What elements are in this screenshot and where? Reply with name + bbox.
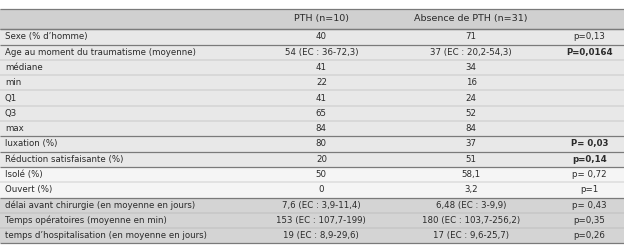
Text: luxation (%): luxation (%) <box>5 139 57 148</box>
Text: p= 0,72: p= 0,72 <box>572 170 607 179</box>
Bar <box>0 167 624 182</box>
Text: min: min <box>5 78 21 87</box>
Text: 41: 41 <box>316 93 327 103</box>
Text: 80: 80 <box>316 139 327 148</box>
Text: p=1: p=1 <box>580 185 599 194</box>
Bar <box>0 90 624 106</box>
Bar <box>0 75 624 90</box>
Text: Absence de PTH (n=31): Absence de PTH (n=31) <box>414 14 528 23</box>
Text: max: max <box>5 124 24 133</box>
Bar <box>0 45 624 60</box>
Text: 40: 40 <box>316 33 327 41</box>
Text: 37 (EC : 20,2-54,3): 37 (EC : 20,2-54,3) <box>431 48 512 57</box>
Text: p=0,35: p=0,35 <box>573 216 606 225</box>
Bar <box>0 198 624 213</box>
Text: Réduction satisfaisante (%): Réduction satisfaisante (%) <box>5 155 124 164</box>
Text: p= 0,43: p= 0,43 <box>572 201 607 210</box>
Text: 3,2: 3,2 <box>464 185 478 194</box>
Text: p=0,14: p=0,14 <box>572 155 607 164</box>
Text: 34: 34 <box>466 63 477 72</box>
Bar <box>0 182 624 198</box>
Bar <box>0 152 624 167</box>
Text: 84: 84 <box>466 124 477 133</box>
Text: 65: 65 <box>316 109 327 118</box>
Bar <box>0 228 624 243</box>
Text: Age au moment du traumatisme (moyenne): Age au moment du traumatisme (moyenne) <box>5 48 196 57</box>
Text: 54 (EC : 36-72,3): 54 (EC : 36-72,3) <box>285 48 358 57</box>
Bar <box>0 136 624 152</box>
Text: 58,1: 58,1 <box>462 170 480 179</box>
Text: 6,48 (EC : 3-9,9): 6,48 (EC : 3-9,9) <box>436 201 506 210</box>
Text: P=0,0164: P=0,0164 <box>567 48 613 57</box>
Text: délai avant chirurgie (en moyenne en jours): délai avant chirurgie (en moyenne en jou… <box>5 200 195 210</box>
Text: p=0,26: p=0,26 <box>573 231 606 240</box>
Text: 71: 71 <box>466 33 477 41</box>
Text: 20: 20 <box>316 155 327 164</box>
Text: 180 (EC : 103,7-256,2): 180 (EC : 103,7-256,2) <box>422 216 520 225</box>
Text: p=0,13: p=0,13 <box>573 33 606 41</box>
Text: 24: 24 <box>466 93 477 103</box>
Text: Temps opératoires (moyenne en min): Temps opératoires (moyenne en min) <box>5 216 167 225</box>
Text: 16: 16 <box>466 78 477 87</box>
Bar <box>0 213 624 228</box>
Text: temps d’hospitalisation (en moyenne en jours): temps d’hospitalisation (en moyenne en j… <box>5 231 207 240</box>
Text: P= 0,03: P= 0,03 <box>571 139 608 148</box>
Text: Ouvert (%): Ouvert (%) <box>5 185 52 194</box>
Text: 17 (EC : 9,6-25,7): 17 (EC : 9,6-25,7) <box>433 231 509 240</box>
Text: 41: 41 <box>316 63 327 72</box>
Text: Sexe (% d’homme): Sexe (% d’homme) <box>5 33 87 41</box>
Text: Q3: Q3 <box>5 109 17 118</box>
Bar <box>0 60 624 75</box>
Text: 7,6 (EC : 3,9-11,4): 7,6 (EC : 3,9-11,4) <box>282 201 361 210</box>
Bar <box>0 9 624 29</box>
Bar <box>0 121 624 136</box>
Text: 37: 37 <box>466 139 477 148</box>
Text: 22: 22 <box>316 78 327 87</box>
Text: 52: 52 <box>466 109 477 118</box>
Text: 84: 84 <box>316 124 327 133</box>
Text: PTH (n=10): PTH (n=10) <box>294 14 349 23</box>
Text: Q1: Q1 <box>5 93 17 103</box>
Text: médiane: médiane <box>5 63 42 72</box>
Text: Isolé (%): Isolé (%) <box>5 170 42 179</box>
Text: 153 (EC : 107,7-199): 153 (EC : 107,7-199) <box>276 216 366 225</box>
Text: 51: 51 <box>466 155 477 164</box>
Text: 50: 50 <box>316 170 327 179</box>
Text: 19 (EC : 8,9-29,6): 19 (EC : 8,9-29,6) <box>283 231 359 240</box>
Bar <box>0 106 624 121</box>
Text: 0: 0 <box>319 185 324 194</box>
Bar <box>0 29 624 45</box>
